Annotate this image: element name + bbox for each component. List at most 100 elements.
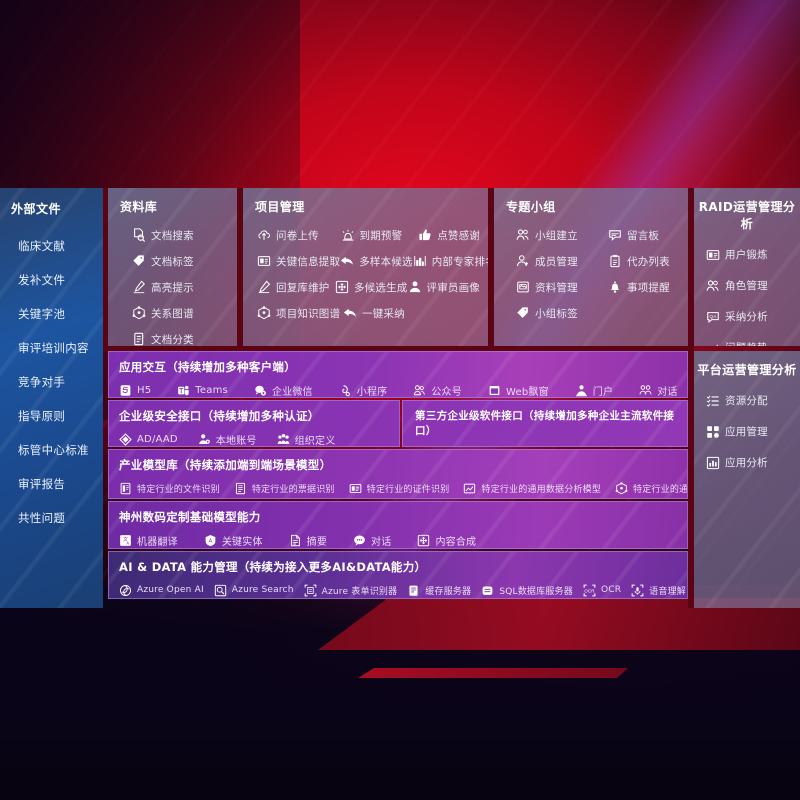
industry-items: 特定行业的文件识别 特定行业的票据识别 特定行业的证件识别 特定行业的通用数据分…: [109, 477, 687, 498]
item-api-designer[interactable]: API自动化设计器: [417, 442, 513, 446]
card-title-repository: 资料库: [120, 200, 158, 214]
item-summary[interactable]: 摘要: [289, 529, 327, 548]
item-azure-openai[interactable]: Azure Open AI: [119, 579, 204, 598]
item-questionnaire-upload[interactable]: 问卷上传: [257, 222, 341, 248]
item-message-board[interactable]: 留言板: [608, 222, 659, 248]
item-receipt-recognition[interactable]: 特定行业的票据识别: [234, 477, 335, 498]
sidebar-item-supplement-files[interactable]: 发补文件: [18, 273, 66, 287]
item-app-analysis[interactable]: 应用分析: [706, 447, 768, 478]
item-label: 小程序: [356, 386, 388, 398]
cache-server-icon: [407, 584, 420, 597]
item-knowledge-graph-model[interactable]: 特定行业的通用知识图谱模型: [615, 477, 687, 498]
gutter-2: [237, 188, 243, 346]
item-chat[interactable]: 对话: [353, 529, 391, 548]
item-user-training[interactable]: 用户锻炼: [706, 239, 768, 270]
item-ad-aad[interactable]: AD/AAD: [119, 428, 178, 446]
item-label: 用户锻炼: [725, 249, 768, 261]
item-label: 关系图谱: [151, 307, 194, 320]
web-window-icon: [488, 384, 501, 397]
item-group-tag[interactable]: 小组标签: [516, 300, 608, 326]
item-official-account[interactable]: 公众号: [413, 379, 462, 397]
item-highlight-hint[interactable]: 高亮提示: [132, 274, 194, 300]
item-material-management[interactable]: 资料管理: [516, 274, 608, 300]
item-speech-understanding[interactable]: 语音理解: [631, 579, 686, 598]
sidebar-item-review-report[interactable]: 审评报告: [18, 477, 66, 491]
item-data-analysis-model[interactable]: 特定行业的通用数据分析模型: [463, 477, 601, 498]
item-todo-list[interactable]: 代办列表: [608, 248, 670, 274]
item-ocr[interactable]: OCR OCR: [583, 579, 622, 598]
item-group-create[interactable]: 小组建立: [516, 222, 608, 248]
item-adoption-analysis[interactable]: QA 采纳分析: [706, 301, 768, 332]
item-key-entity[interactable]: A 关键实体: [204, 529, 263, 548]
doc-list-icon: [132, 332, 146, 346]
item-multi-sample-candidate[interactable]: 多样本候选: [340, 248, 413, 274]
item-internal-expert-ranking[interactable]: 内部专家排名: [413, 248, 488, 274]
ai-data-items: Azure Open AI Azure Search Azure 表单识别器 缓…: [109, 579, 687, 598]
item-relation-graph[interactable]: 关系图谱: [132, 300, 194, 326]
item-label: 高亮提示: [151, 281, 194, 294]
sidebar-item-common-issues[interactable]: 共性问题: [18, 511, 66, 525]
sidebar-item-standards-center[interactable]: 标管中心标准: [18, 443, 89, 457]
item-doc-classification[interactable]: 文档分类: [132, 326, 194, 346]
item-label: 组织定义: [294, 435, 336, 447]
card-topic-group: 专题小组 小组建立 留言板 成员管理 代办列: [494, 188, 688, 346]
item-teams[interactable]: Teams: [177, 379, 228, 397]
item-app-management[interactable]: 应用管理: [706, 416, 768, 447]
item-reviewer-profile[interactable]: 评审员画像: [408, 274, 481, 300]
item-label: 角色管理: [725, 280, 768, 292]
item-expiry-alert[interactable]: 到期预警: [341, 222, 419, 248]
item-multi-candidate-generate[interactable]: 多候选生成: [335, 274, 408, 300]
arrow-back-icon: [343, 306, 357, 320]
item-content-synthesis[interactable]: 内容合成: [417, 529, 476, 548]
card-title-group: 专题小组: [506, 200, 556, 214]
item-label: 项目知识图谱: [276, 307, 341, 320]
item-label: 小组标签: [535, 307, 578, 320]
item-reply-library-maintain[interactable]: 回复库维护: [257, 274, 335, 300]
item-sql-server[interactable]: SQL数据库服务器: [481, 579, 573, 598]
band-application-interaction: 应用交互（持续增加多种客户端） H5 Teams 企业微信 小程序 公众号: [108, 351, 688, 398]
item-dialog[interactable]: 对话: [639, 379, 677, 397]
item-id-recognition[interactable]: 特定行业的证件识别: [349, 477, 450, 498]
item-project-knowledge-graph[interactable]: 项目知识图谱: [257, 300, 343, 326]
item-h5[interactable]: H5: [119, 379, 151, 397]
item-form-recognizer[interactable]: Azure 表单识别器: [304, 579, 398, 598]
item-one-click-adopt[interactable]: 一键采纳: [343, 300, 423, 326]
item-event-reminder[interactable]: 事项提醒: [608, 274, 670, 300]
item-member-management[interactable]: 成员管理: [516, 248, 608, 274]
sidebar-item-review-training[interactable]: 审评培训内容: [18, 341, 89, 355]
item-key-info-extract[interactable]: 关键信息提取: [257, 248, 340, 274]
item-web-popup[interactable]: Web飘窗: [488, 379, 549, 397]
item-cache-server[interactable]: 缓存服务器: [407, 579, 471, 598]
id-card-icon: [706, 248, 720, 262]
cloud-upload-icon: [257, 228, 271, 242]
gutter-1: [103, 188, 108, 346]
item-file-recognition[interactable]: 特定行业的文件识别: [119, 477, 220, 498]
third-party-items: API自动化设计器: [403, 442, 687, 446]
sidebar-item-competitors[interactable]: 竞争对手: [18, 375, 66, 389]
miniprogram-icon: [339, 384, 352, 397]
sidebar-item-keyword-pool[interactable]: 关键字池: [18, 307, 66, 321]
item-issue-trend[interactable]: 问题趋势: [706, 332, 768, 346]
item-like-thanks[interactable]: 点赞感谢: [418, 222, 480, 248]
item-doc-search[interactable]: 文档搜索: [132, 222, 194, 248]
person-icon: [408, 280, 422, 294]
item-label: 成员管理: [535, 255, 578, 268]
item-azure-search[interactable]: Azure Search: [214, 579, 294, 598]
item-label: 特定行业的证件识别: [366, 484, 450, 495]
item-portal[interactable]: 门户: [575, 379, 613, 397]
sidebar-item-clinical-literature[interactable]: 临床文献: [18, 239, 66, 253]
item-wecom[interactable]: 企业微信: [254, 379, 313, 397]
item-role-management[interactable]: 角色管理: [706, 270, 768, 301]
item-miniprogram[interactable]: 小程序: [339, 379, 388, 398]
item-org-definition[interactable]: 组织定义: [277, 428, 336, 447]
item-label: OCR: [600, 585, 622, 595]
item-doc-tag[interactable]: 文档标签: [132, 248, 194, 274]
people-group-icon: [706, 279, 720, 293]
summary-icon: [289, 534, 302, 547]
item-resource-allocation[interactable]: 资源分配: [706, 385, 768, 416]
sidebar-item-guidelines[interactable]: 指导原则: [18, 409, 66, 423]
item-local-account[interactable]: 本地账号: [198, 428, 257, 446]
file-recognition-icon: [119, 482, 132, 495]
card-title-platform: 平台运营管理分析: [697, 363, 797, 377]
